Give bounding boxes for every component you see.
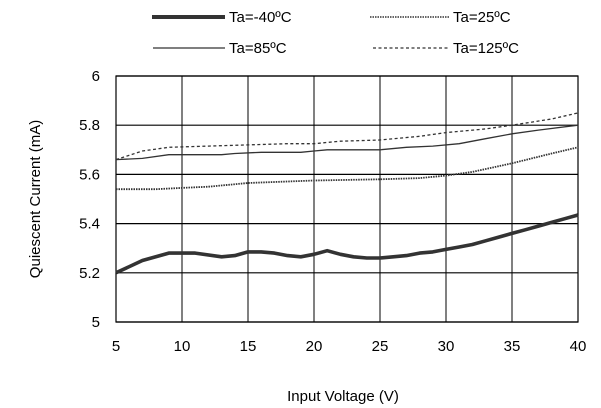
- tick-labels: 5 5.2 5.4 5.6 5.8 6 5 10 15 20 25 30 35 40: [79, 68, 586, 355]
- x-axis-title: Input Voltage (V): [287, 388, 399, 405]
- grid: [115, 75, 579, 323]
- y-tick-label: 6: [92, 68, 100, 85]
- y-tick-label: 5.4: [79, 216, 100, 233]
- x-tick-label: 5: [112, 338, 120, 355]
- series-line-ta-25: [116, 146, 579, 191]
- x-tick-label: 25: [372, 338, 389, 355]
- x-tick-label: 30: [438, 338, 455, 355]
- x-tick-label: 10: [174, 338, 191, 355]
- legend-label-ta-25: Ta=25ºC: [453, 9, 511, 26]
- y-tick-label: 5.6: [79, 166, 100, 183]
- plot-frame: [115, 75, 579, 323]
- y-tick-label: 5.8: [79, 117, 100, 134]
- x-tick-label: 35: [504, 338, 521, 355]
- x-tick-label: 40: [570, 338, 587, 355]
- y-tick-label: 5: [92, 314, 100, 331]
- series-lines: [115, 112, 579, 275]
- x-tick-label: 20: [306, 338, 323, 355]
- legend-label-ta-125: Ta=125ºC: [453, 40, 519, 57]
- series-line-ta-125: [115, 112, 579, 161]
- legend-label-ta-85: Ta=85ºC: [229, 40, 287, 57]
- series-line-ta-85: [115, 124, 579, 161]
- series-line-ta-minus40: [115, 213, 579, 275]
- x-tick-label: 15: [240, 338, 257, 355]
- legend: Ta=-40ºC Ta=25ºC Ta=85ºC Ta=125ºC: [152, 9, 519, 57]
- y-tick-label: 5.2: [79, 265, 100, 282]
- y-axis-title: Quiescent Current (mA): [27, 120, 44, 278]
- legend-label-ta-minus40: Ta=-40ºC: [229, 9, 292, 26]
